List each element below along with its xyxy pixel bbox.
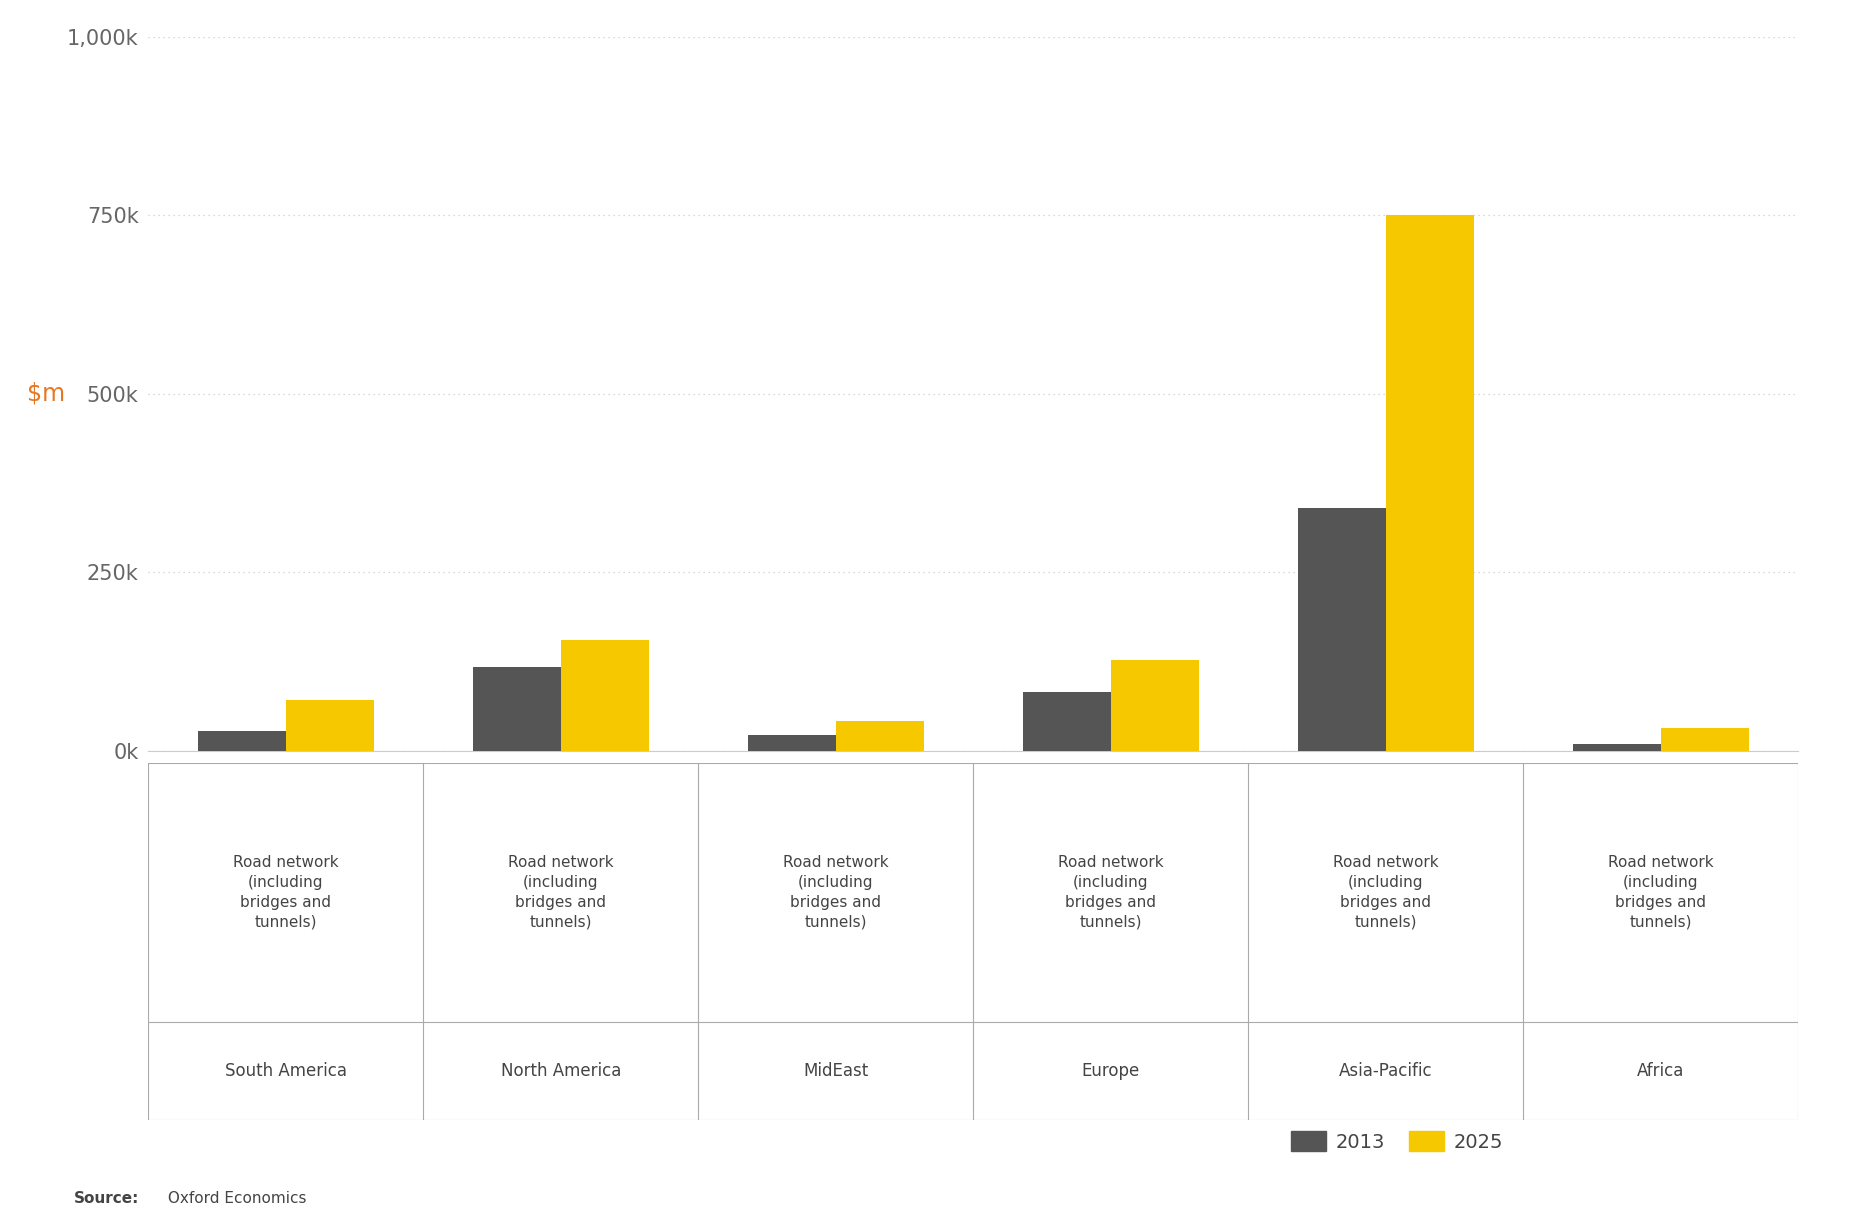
Text: Europe: Europe (1081, 1062, 1140, 1080)
Text: North America: North America (501, 1062, 621, 1080)
Text: Road network
(including
bridges and
tunnels): Road network (including bridges and tunn… (1607, 856, 1713, 929)
Text: Road network
(including
bridges and
tunnels): Road network (including bridges and tunn… (782, 856, 888, 929)
Text: Source:: Source: (74, 1192, 139, 1206)
Bar (198, 731, 286, 751)
Bar (1572, 745, 1661, 751)
Bar (1385, 215, 1474, 751)
Bar (560, 640, 649, 751)
Bar (1661, 728, 1748, 751)
Bar (836, 721, 923, 751)
Legend: 2013, 2025: 2013, 2025 (1283, 1124, 1511, 1160)
Bar (747, 735, 836, 751)
Text: Road network
(including
bridges and
tunnels): Road network (including bridges and tunn… (508, 856, 614, 929)
Text: Road network
(including
bridges and
tunnels): Road network (including bridges and tunn… (234, 856, 339, 929)
Bar (473, 667, 560, 751)
Y-axis label: $m: $m (28, 382, 65, 406)
Text: Asia-Pacific: Asia-Pacific (1339, 1062, 1433, 1080)
Bar (1298, 508, 1385, 751)
Text: Road network
(including
bridges and
tunnels): Road network (including bridges and tunn… (1333, 856, 1439, 929)
Bar (1023, 692, 1111, 751)
Bar (286, 699, 375, 751)
Text: Africa: Africa (1637, 1062, 1685, 1080)
Text: Road network
(including
bridges and
tunnels): Road network (including bridges and tunn… (1059, 856, 1164, 929)
Text: South America: South America (224, 1062, 347, 1080)
Text: MidEast: MidEast (803, 1062, 868, 1080)
Bar (1111, 660, 1200, 751)
Text: Oxford Economics: Oxford Economics (163, 1192, 306, 1206)
